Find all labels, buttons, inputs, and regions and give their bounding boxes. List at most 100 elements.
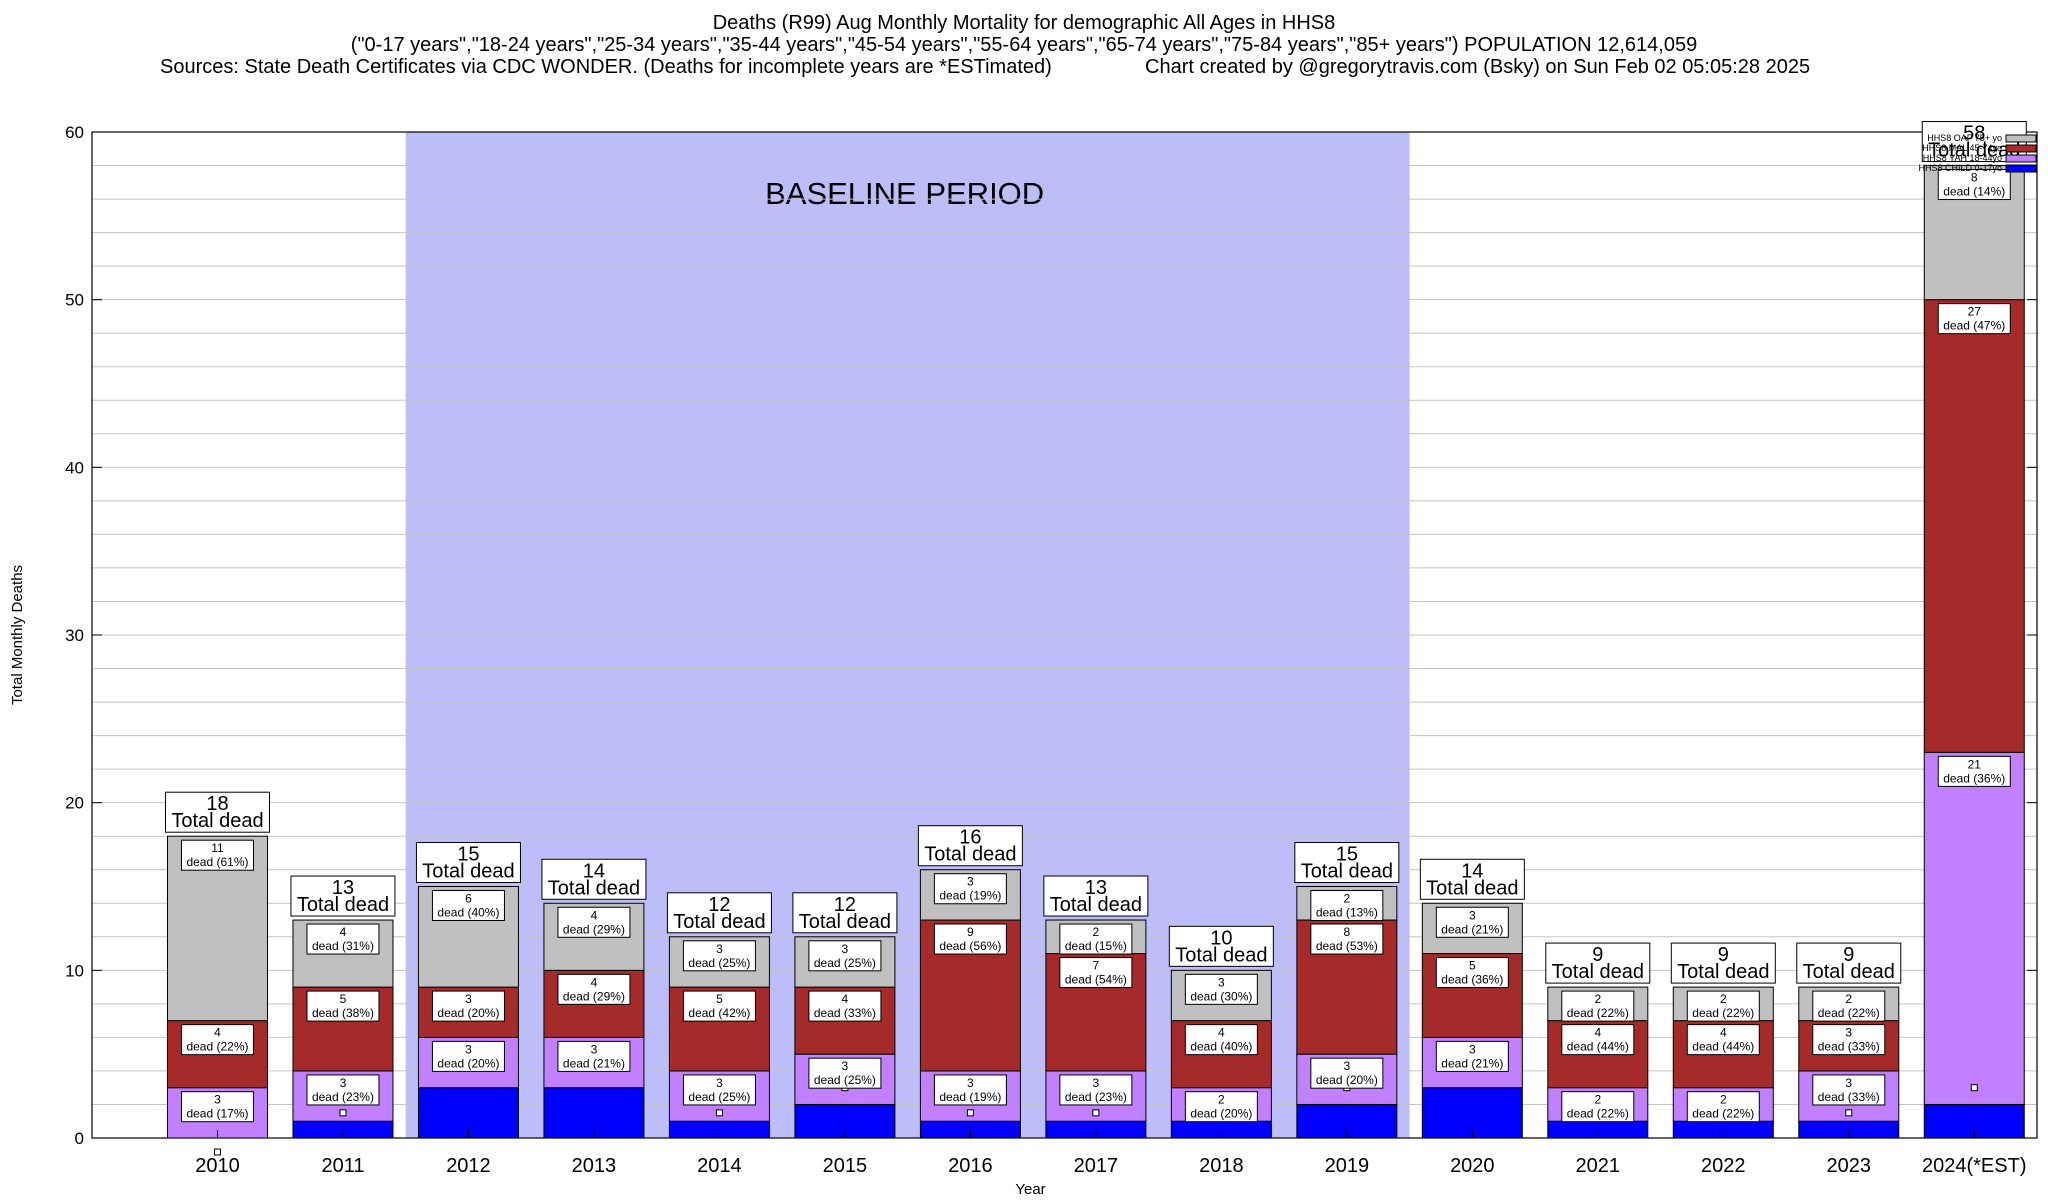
chart-title-line-1: Deaths (R99) Aug Monthly Mortality for d… (712, 12, 1336, 34)
segment-count-label: 4 (214, 1026, 221, 1040)
legend-swatch (2005, 144, 2037, 153)
segment-label-box (431, 1040, 505, 1072)
segment-count-label: 3 (967, 875, 974, 889)
segment-label-box (1561, 1024, 1635, 1056)
total-dead-label: Total dead (1803, 961, 1895, 983)
segment-count-label: 4 (1720, 1026, 1727, 1040)
segment-label-box (933, 923, 1007, 955)
segment-count-label: 2 (1093, 925, 1100, 939)
segment-label-box (1435, 1040, 1509, 1072)
segment-count-label: 3 (465, 1042, 472, 1056)
segment-label-box (1686, 990, 1760, 1022)
segment-percent-label: dead (61%) (186, 855, 248, 869)
segment-label-box (1686, 1091, 1760, 1123)
segment-count-label: 4 (591, 975, 598, 989)
y-tick-label: 40 (65, 458, 84, 477)
total-label-box (290, 875, 396, 917)
segment-percent-label: dead (25%) (688, 956, 750, 970)
segment-label-box (1937, 755, 2011, 787)
segment-percent-label: dead (25%) (814, 956, 876, 970)
segment-count-label: 3 (716, 942, 723, 956)
segment-label-box (557, 906, 631, 938)
total-label-box (1670, 942, 1776, 984)
legend-entry-label: HHS8 YAH 18-44yo (1923, 153, 2002, 163)
total-count-label: 9 (1718, 944, 1729, 966)
segment-label-box (1937, 303, 2011, 335)
total-label-box (1168, 925, 1274, 967)
segment-percent-label: dead (53%) (1316, 939, 1378, 953)
bar-segment (543, 1087, 645, 1139)
total-label-box (415, 842, 521, 883)
segment-label-box (180, 1091, 254, 1123)
segment-count-label: 3 (842, 1059, 849, 1073)
segment-label-box (808, 1057, 882, 1089)
total-label-box (541, 858, 647, 900)
segment-label-box (933, 873, 1007, 905)
segment-label-box (682, 1074, 756, 1106)
segment-count-label: 3 (1343, 1059, 1350, 1073)
segment-percent-label: dead (13%) (1316, 906, 1378, 920)
legend-entry-label: HHS8 CHILD 0-17yo (1918, 163, 2002, 173)
y-tick-label: 0 (75, 1129, 84, 1148)
x-tick-label: 2024(*EST) (1922, 1155, 2027, 1177)
segment-count-label: 3 (591, 1042, 598, 1056)
segment-percent-label: dead (20%) (1316, 1073, 1378, 1087)
chart-title: Deaths (R99) Aug Monthly Mortality for d… (0, 12, 2048, 56)
segment-label-box (306, 1074, 380, 1106)
bar-segment (1421, 1087, 1523, 1139)
segment-count-label: 3 (967, 1076, 974, 1090)
segment-count-label: 3 (1469, 1042, 1476, 1056)
total-dead-label: Total dead (673, 911, 765, 933)
segment-percent-label: dead (21%) (1441, 922, 1503, 936)
total-dead-label: Total dead (1928, 140, 2020, 162)
segment-percent-label: dead (33%) (1818, 1090, 1880, 1104)
legend-swatch (2005, 154, 2037, 163)
total-dead-label: Total dead (799, 911, 891, 933)
bar-segment (1923, 751, 2025, 1105)
segment-percent-label: dead (54%) (1065, 973, 1127, 987)
segment-count-label: 3 (842, 942, 849, 956)
x-tick-label: 2010 (195, 1155, 240, 1177)
segment-label-box (431, 990, 505, 1022)
segment-percent-label: dead (20%) (1190, 1107, 1252, 1121)
segment-percent-label: dead (36%) (1943, 771, 2005, 785)
child-marker (966, 1109, 974, 1117)
total-dead-label: Total dead (1677, 961, 1769, 983)
segment-label-box (1310, 1057, 1384, 1089)
total-count-label: 14 (1461, 860, 1483, 882)
segment-percent-label: dead (44%) (1567, 1040, 1629, 1054)
segment-percent-label: dead (17%) (186, 1107, 248, 1121)
segment-count-label: 3 (1845, 1026, 1852, 1040)
total-dead-label: Total dead (297, 894, 389, 916)
total-dead-label: Total dead (422, 861, 514, 883)
child-marker (1092, 1109, 1100, 1117)
total-count-label: 9 (1843, 944, 1854, 966)
segment-percent-label: dead (20%) (437, 1056, 499, 1070)
segment-percent-label: dead (21%) (563, 1056, 625, 1070)
segment-percent-label: dead (25%) (688, 1090, 750, 1104)
segment-percent-label: dead (19%) (939, 1090, 1001, 1104)
segment-percent-label: dead (29%) (563, 989, 625, 1003)
segment-percent-label: dead (14%) (1943, 185, 2005, 199)
segment-label-box (1686, 1024, 1760, 1056)
segment-count-label: 2 (1845, 992, 1852, 1006)
child-marker (715, 1109, 723, 1117)
total-label-box (1043, 875, 1149, 917)
x-tick-label: 2018 (1199, 1155, 1244, 1177)
x-tick-label: 2012 (446, 1155, 491, 1177)
total-count-label: 16 (959, 827, 981, 849)
segment-count-label: 3 (1218, 975, 1225, 989)
total-label-box (792, 892, 898, 934)
segment-percent-label: dead (22%) (1567, 1006, 1629, 1020)
x-tick-label: 2021 (1576, 1155, 1621, 1177)
segment-percent-label: dead (23%) (312, 1090, 374, 1104)
segment-label-box (1184, 973, 1258, 1005)
segment-percent-label: dead (19%) (939, 889, 1001, 903)
segment-percent-label: dead (40%) (437, 906, 499, 920)
segment-count-label: 21 (1968, 757, 1982, 771)
segment-label-box (1561, 1091, 1635, 1123)
x-tick-label: 2019 (1325, 1155, 1370, 1177)
chart-sources: Sources: State Death Certificates via CD… (160, 56, 1052, 78)
bar-segment (417, 1087, 519, 1139)
